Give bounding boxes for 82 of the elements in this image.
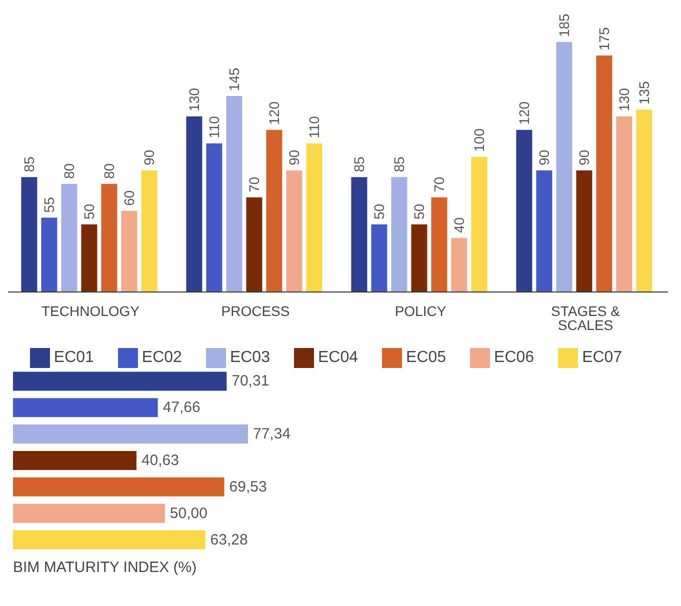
data-label: 80 [61, 163, 78, 179]
bar [141, 170, 158, 292]
data-label: 40,63 [141, 452, 179, 469]
bar [636, 110, 652, 292]
data-label: 50 [81, 204, 98, 220]
data-label: 90 [141, 150, 158, 166]
data-label: 70 [246, 176, 262, 192]
data-label: 47,66 [162, 399, 200, 416]
legend-label: EC03 [230, 349, 270, 366]
bar [13, 372, 227, 391]
data-label: 85 [21, 156, 38, 172]
bar [21, 177, 38, 292]
data-label: 55 [41, 196, 58, 213]
data-label: 90 [576, 150, 592, 166]
bar [121, 210, 138, 292]
bar [41, 218, 58, 292]
x-tick-label: POLICY [394, 302, 447, 319]
data-label: 50 [371, 204, 388, 220]
legend-label: EC06 [494, 349, 534, 366]
bar [246, 197, 262, 292]
data-label: 80 [101, 163, 118, 179]
bar [206, 143, 222, 292]
bar [411, 224, 428, 292]
x-tick-label: PROCESS [221, 302, 290, 319]
legend-label: EC01 [54, 349, 94, 366]
bar [13, 530, 206, 550]
bar [596, 56, 612, 292]
bar [13, 450, 136, 470]
legend-label: EC07 [582, 349, 622, 366]
x-axis-title: BIM MATURITY INDEX (%) [13, 559, 198, 576]
data-label: 135 [636, 80, 652, 105]
bar [13, 398, 158, 418]
bar [101, 184, 118, 292]
x-tick-label: STAGES & SCALES [551, 302, 621, 333]
legend-label: EC05 [406, 349, 446, 366]
data-label: 90 [286, 150, 302, 166]
data-label: 60 [121, 190, 138, 206]
bar [61, 184, 78, 292]
bar [471, 156, 488, 292]
data-label: 77,34 [253, 426, 291, 443]
bar [186, 116, 202, 292]
bar [351, 177, 368, 292]
data-label: 50 [411, 204, 428, 220]
bar [306, 143, 322, 292]
bar [266, 130, 282, 292]
bar [13, 424, 248, 444]
data-label: 120 [516, 101, 532, 125]
bar [616, 116, 632, 292]
data-label: 85 [351, 156, 368, 172]
data-label: 130 [616, 88, 632, 112]
data-label: 90 [536, 150, 552, 166]
legend-label: EC02 [142, 349, 182, 366]
data-label: 85 [391, 156, 408, 172]
data-label: 120 [266, 101, 282, 125]
bar [226, 96, 242, 292]
bar [371, 224, 388, 292]
data-label: 185 [556, 13, 572, 37]
data-label: 50,00 [170, 504, 208, 522]
bar [286, 170, 302, 292]
data-label: 70 [431, 176, 448, 192]
bar [556, 42, 572, 292]
bar [576, 170, 592, 292]
data-label: 69,53 [229, 478, 267, 496]
bar [391, 177, 408, 292]
bar [516, 130, 532, 292]
bar [536, 170, 552, 292]
data-label: 175 [596, 26, 612, 51]
data-label: 63,28 [210, 531, 248, 548]
data-label: 130 [186, 88, 202, 112]
data-label: 100 [471, 128, 488, 152]
data-label: 110 [206, 116, 222, 138]
bar [13, 477, 224, 496]
x-tick-label: TECHNOLOGY [41, 302, 140, 319]
data-label: 40 [451, 217, 468, 233]
legend-label: EC04 [318, 349, 358, 366]
data-label: 145 [226, 67, 242, 92]
bar [81, 224, 98, 292]
bar [451, 238, 468, 292]
bar [431, 197, 448, 292]
bar [13, 504, 165, 523]
data-label: 70,31 [232, 372, 270, 390]
data-label: 110 [306, 116, 322, 138]
